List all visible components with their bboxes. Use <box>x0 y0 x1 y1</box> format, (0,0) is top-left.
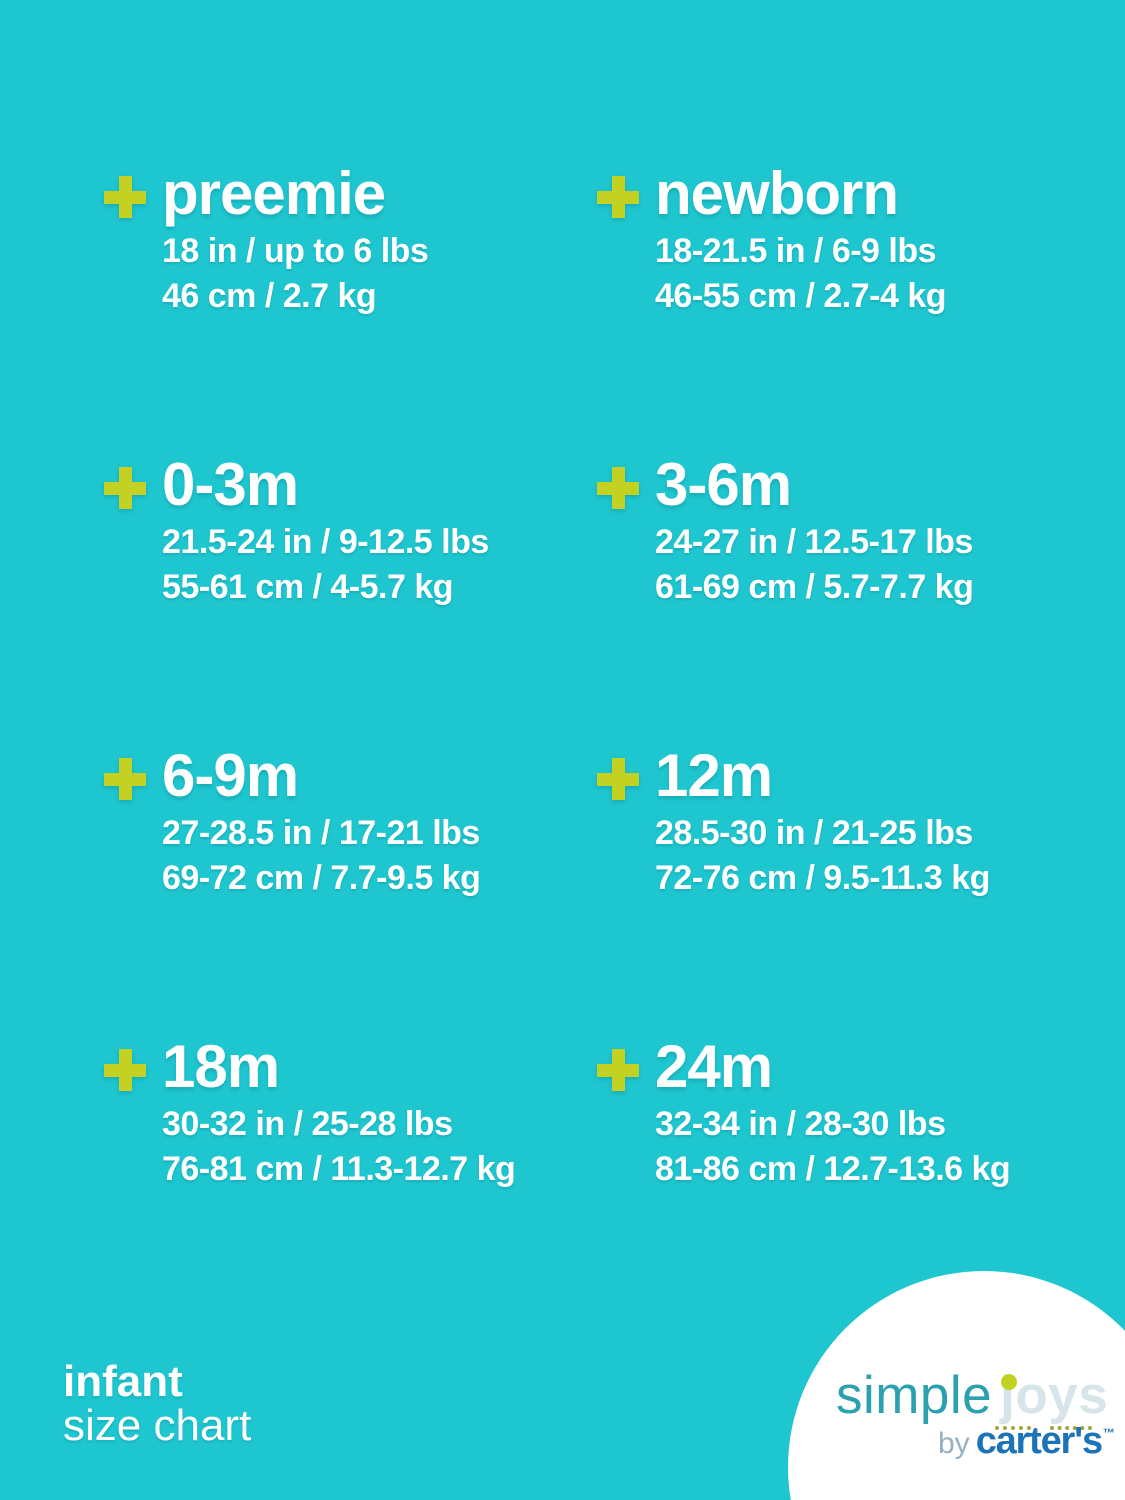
size-label: 6-9m <box>162 742 299 809</box>
size-label: newborn <box>655 160 899 227</box>
size-text: newborn 18-21.5 in / 6-9 lbs 46-55 cm / … <box>655 160 947 319</box>
size-text: preemie 18 in / up to 6 lbs 46 cm / 2.7 … <box>162 160 429 319</box>
size-lines: 28.5-30 in / 21-25 lbs 72-76 cm / 9.5-11… <box>655 811 990 901</box>
trademark-symbol: ™ <box>1102 1426 1115 1440</box>
size-lines: 21.5-24 in / 9-12.5 lbs 55-61 cm / 4-5.7… <box>162 520 489 610</box>
logo-dotted-underline-left <box>995 1426 1031 1430</box>
logo-j-dot-icon <box>1001 1374 1018 1390</box>
size-block-18m: 18m 30-32 in / 25-28 lbs 76-81 cm / 11.3… <box>104 1036 597 1327</box>
size-metric-range: 46-55 cm / 2.7-4 kg <box>655 277 947 315</box>
size-lines: 32-34 in / 28-30 lbs 81-86 cm / 12.7-13.… <box>655 1102 1011 1192</box>
footer-title: infant size chart <box>63 1360 251 1448</box>
size-label: preemie <box>162 160 386 227</box>
size-metric-range: 61-69 cm / 5.7-7.7 kg <box>655 568 974 606</box>
size-block-6-9m: 6-9m 27-28.5 in / 17-21 lbs 69-72 cm / 7… <box>104 745 597 1036</box>
size-imperial-range: 27-28.5 in / 17-21 lbs <box>162 814 480 852</box>
size-block-12m: 12m 28.5-30 in / 21-25 lbs 72-76 cm / 9.… <box>597 745 1037 1036</box>
size-block-0-3m: 0-3m 21.5-24 in / 9-12.5 lbs 55-61 cm / … <box>104 454 597 745</box>
size-metric-range: 46 cm / 2.7 kg <box>162 277 377 315</box>
logo-carters-text: carter's™ <box>975 1420 1115 1462</box>
size-imperial-range: 28.5-30 in / 21-25 lbs <box>655 814 973 852</box>
size-metric-range: 69-72 cm / 7.7-9.5 kg <box>162 859 481 897</box>
size-imperial-range: 18 in / up to 6 lbs <box>162 232 429 270</box>
size-imperial-range: 18-21.5 in / 6-9 lbs <box>655 232 937 270</box>
size-text: 6-9m 27-28.5 in / 17-21 lbs 69-72 cm / 7… <box>162 742 481 901</box>
size-lines: 27-28.5 in / 17-21 lbs 69-72 cm / 7.7-9.… <box>162 811 481 901</box>
size-label: 24m <box>655 1033 773 1100</box>
logo-simple-text: simple <box>836 1366 993 1425</box>
size-lines: 30-32 in / 25-28 lbs 76-81 cm / 11.3-12.… <box>162 1102 516 1192</box>
brand-logo: simple joys <box>836 1369 1108 1422</box>
size-imperial-range: 32-34 in / 28-30 lbs <box>655 1105 946 1143</box>
size-imperial-range: 24-27 in / 12.5-17 lbs <box>655 523 973 561</box>
size-text: 3-6m 24-27 in / 12.5-17 lbs 61-69 cm / 5… <box>655 451 974 610</box>
size-block-preemie: preemie 18 in / up to 6 lbs 46 cm / 2.7 … <box>104 163 597 454</box>
plus-icon <box>597 1049 639 1091</box>
logo-joys-text: joys <box>1000 1366 1109 1425</box>
logo-dotted-underline-right <box>1050 1426 1092 1430</box>
size-text: 24m 32-34 in / 28-30 lbs 81-86 cm / 12.7… <box>655 1033 1011 1192</box>
footer-subtitle: size chart <box>63 1401 252 1450</box>
size-block-3-6m: 3-6m 24-27 in / 12.5-17 lbs 61-69 cm / 5… <box>597 454 1037 745</box>
size-lines: 18-21.5 in / 6-9 lbs 46-55 cm / 2.7-4 kg <box>655 229 947 319</box>
size-imperial-range: 21.5-24 in / 9-12.5 lbs <box>162 523 489 561</box>
size-metric-range: 81-86 cm / 12.7-13.6 kg <box>655 1150 1011 1188</box>
plus-icon <box>104 1049 146 1091</box>
size-grid: preemie 18 in / up to 6 lbs 46 cm / 2.7 … <box>104 163 1037 1327</box>
size-text: 0-3m 21.5-24 in / 9-12.5 lbs 55-61 cm / … <box>162 454 489 610</box>
size-label: 3-6m <box>655 451 792 518</box>
footer-category: infant <box>63 1357 183 1406</box>
plus-icon <box>597 176 639 218</box>
size-text: 18m 30-32 in / 25-28 lbs 76-81 cm / 11.3… <box>162 1033 516 1192</box>
plus-icon <box>104 758 146 800</box>
size-lines: 18 in / up to 6 lbs 46 cm / 2.7 kg <box>162 229 429 319</box>
size-metric-range: 76-81 cm / 11.3-12.7 kg <box>162 1150 516 1188</box>
size-label: 0-3m <box>162 451 299 518</box>
size-metric-range: 55-61 cm / 4-5.7 kg <box>162 568 454 606</box>
size-text: 12m 28.5-30 in / 21-25 lbs 72-76 cm / 9.… <box>655 745 990 901</box>
size-label: 12m <box>655 742 773 809</box>
plus-icon <box>104 176 146 218</box>
size-lines: 24-27 in / 12.5-17 lbs 61-69 cm / 5.7-7.… <box>655 520 974 610</box>
size-label: 18m <box>162 1033 280 1100</box>
plus-icon <box>104 467 146 509</box>
size-metric-range: 72-76 cm / 9.5-11.3 kg <box>655 859 990 897</box>
size-block-newborn: newborn 18-21.5 in / 6-9 lbs 46-55 cm / … <box>597 163 1037 454</box>
plus-icon <box>597 758 639 800</box>
plus-icon <box>597 467 639 509</box>
logo-by-text: by <box>938 1427 970 1460</box>
size-imperial-range: 30-32 in / 25-28 lbs <box>162 1105 453 1143</box>
size-block-24m: 24m 32-34 in / 28-30 lbs 81-86 cm / 12.7… <box>597 1036 1037 1327</box>
logo-byline: by carter's™ <box>938 1419 1115 1471</box>
